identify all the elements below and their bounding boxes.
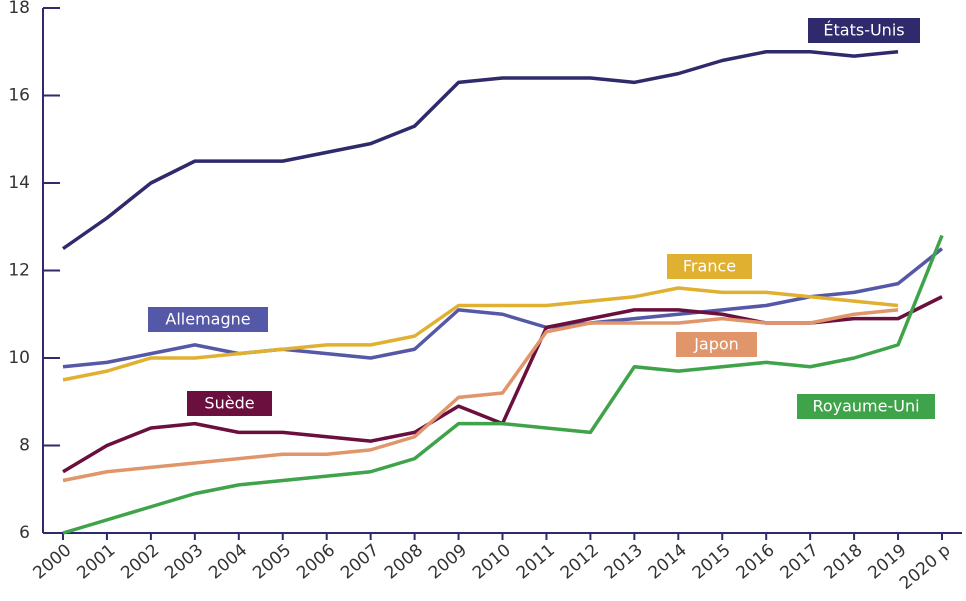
x-tick-label: 2015	[689, 540, 735, 583]
series-line	[61, 50, 899, 251]
x-tick-label: 2014	[645, 540, 691, 583]
y-tick-label: 14	[8, 173, 30, 193]
x-tick-label: 2016	[733, 540, 779, 583]
y-tick-label: 10	[8, 348, 30, 368]
x-tick-label: 2003	[161, 540, 207, 583]
series-label-box	[667, 254, 752, 279]
series-line	[62, 286, 899, 382]
series-label-box	[808, 18, 920, 43]
x-tick-label: 2007	[337, 540, 383, 583]
x-tick-label: 2002	[117, 540, 163, 583]
y-tick-label: 12	[8, 261, 30, 281]
x-tick-label: 2010	[469, 540, 515, 583]
series-label-box	[797, 394, 935, 419]
series-label: États-Unis	[823, 21, 904, 40]
series-line	[62, 247, 944, 369]
series-label: France	[683, 257, 736, 276]
series-label: Suède	[204, 394, 254, 413]
series-label: Japon	[693, 335, 739, 354]
series-label-box	[187, 391, 272, 416]
x-tick-label: 2001	[73, 540, 119, 583]
x-tick-label: 2005	[249, 540, 295, 583]
y-tick-label: 18	[8, 0, 30, 18]
x-tick-label: 2004	[205, 540, 251, 583]
y-tick-label: 6	[19, 523, 30, 543]
x-tick-label: 2009	[425, 540, 471, 583]
x-tick-label: 2013	[601, 540, 647, 583]
series-label-box	[148, 307, 268, 332]
series-line	[62, 234, 944, 535]
series-label: Royaume-Uni	[812, 397, 919, 416]
x-tick-label: 2011	[513, 540, 559, 583]
x-tick-label: 2012	[557, 540, 603, 583]
series-label: Allemagne	[165, 310, 250, 329]
x-tick-label: 2006	[293, 540, 339, 583]
y-tick-label: 16	[8, 86, 30, 106]
x-tick-label: 2018	[821, 540, 867, 583]
x-tick-label: 2017	[777, 540, 823, 583]
x-tick-label: 2008	[381, 540, 427, 583]
series-label-box	[676, 332, 757, 357]
x-tick-label: 2000	[29, 540, 75, 583]
x-tick-label: 2020 p	[896, 540, 954, 594]
series-line	[62, 308, 899, 483]
y-tick-label: 8	[19, 436, 30, 456]
